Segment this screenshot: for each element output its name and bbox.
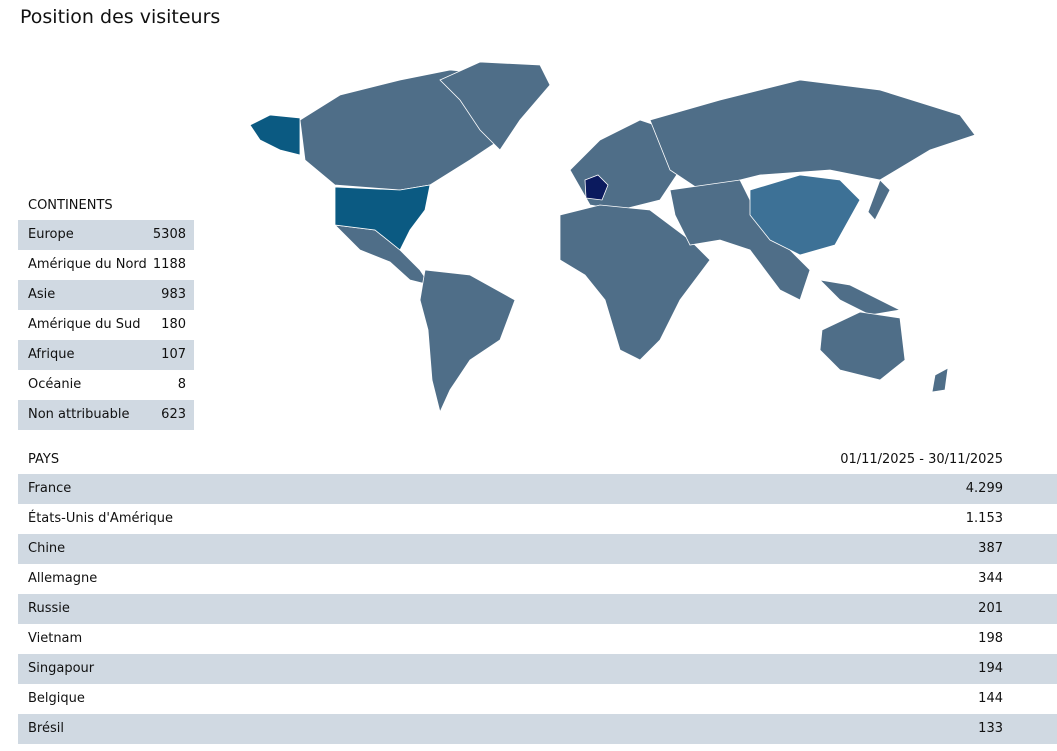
country-row: Belgique 144 bbox=[18, 684, 1057, 714]
country-row: États-Unis d'Amérique 1.153 bbox=[18, 504, 1057, 534]
map-africa bbox=[559, 204, 711, 361]
continent-row: Amérique du Sud 180 bbox=[18, 310, 194, 340]
country-row: Chine 387 bbox=[18, 534, 1057, 564]
continent-row-value: 5308 bbox=[152, 227, 186, 242]
map-new-zealand bbox=[931, 367, 949, 393]
country-row-label: Belgique bbox=[28, 691, 85, 706]
map-france bbox=[584, 174, 609, 201]
world-map[interactable] bbox=[240, 50, 990, 420]
country-row-value: 387 bbox=[978, 541, 1003, 556]
country-row-label: Vietnam bbox=[28, 631, 83, 646]
country-row-value: 194 bbox=[978, 661, 1003, 676]
date-range: 01/11/2025 - 30/11/2025 bbox=[840, 452, 1003, 467]
map-australia bbox=[819, 311, 906, 381]
continent-row-label: Asie bbox=[28, 287, 56, 302]
continent-row-value: 623 bbox=[161, 407, 186, 422]
country-row-value: 133 bbox=[978, 721, 1003, 736]
continent-row: Océanie 8 bbox=[18, 370, 194, 400]
country-row-label: Chine bbox=[28, 541, 66, 556]
map-south-america bbox=[419, 269, 516, 414]
continent-row: Europe 5308 bbox=[18, 220, 194, 250]
country-row: Russie 201 bbox=[18, 594, 1057, 624]
country-row: Vietnam 198 bbox=[18, 624, 1057, 654]
continent-row: Afrique 107 bbox=[18, 340, 194, 370]
map-china bbox=[749, 174, 861, 256]
continents-header: CONTINENTS bbox=[28, 198, 113, 213]
country-row: Allemagne 344 bbox=[18, 564, 1057, 594]
country-row-label: Russie bbox=[28, 601, 70, 616]
continent-row-value: 1188 bbox=[152, 257, 186, 272]
countries-table: PAYS 01/11/2025 - 30/11/2025 France 4.299… bbox=[18, 446, 1057, 744]
map-se-asia bbox=[818, 279, 902, 316]
country-row-value: 144 bbox=[978, 691, 1003, 706]
page-title: Position des visiteurs bbox=[20, 6, 221, 28]
continent-row-value: 180 bbox=[161, 317, 186, 332]
map-greenland bbox=[439, 61, 551, 151]
country-row-label: Brésil bbox=[28, 721, 64, 736]
country-row-label: France bbox=[28, 481, 72, 496]
map-japan bbox=[867, 179, 891, 221]
country-row-value: 1.153 bbox=[965, 511, 1003, 526]
continent-row-label: Amérique du Nord bbox=[28, 257, 147, 272]
country-row-label: Singapour bbox=[28, 661, 95, 676]
continent-row: Non attribuable 623 bbox=[18, 400, 194, 430]
country-row-label: Allemagne bbox=[28, 571, 98, 586]
continent-row: Asie 983 bbox=[18, 280, 194, 310]
country-row: Brésil 133 bbox=[18, 714, 1057, 744]
country-row: Singapour 194 bbox=[18, 654, 1057, 684]
continent-row-label: Amérique du Sud bbox=[28, 317, 141, 332]
country-row: France 4.299 bbox=[18, 474, 1057, 504]
continent-row-value: 8 bbox=[177, 377, 186, 392]
continent-row: Amérique du Nord 1188 bbox=[18, 250, 194, 280]
continent-row-value: 107 bbox=[161, 347, 186, 362]
map-russia bbox=[649, 79, 976, 191]
continent-row-label: Europe bbox=[28, 227, 74, 242]
country-row-value: 198 bbox=[978, 631, 1003, 646]
continent-row-value: 983 bbox=[161, 287, 186, 302]
country-row-value: 201 bbox=[978, 601, 1003, 616]
countries-header: PAYS 01/11/2025 - 30/11/2025 bbox=[18, 446, 1057, 474]
continent-row-label: Non attribuable bbox=[28, 407, 130, 422]
map-alaska bbox=[249, 114, 301, 156]
country-row-label: États-Unis d'Amérique bbox=[28, 511, 173, 526]
continents-table: CONTINENTS Europe 5308 Amérique du Nord 118… bbox=[18, 196, 194, 430]
countries-title: PAYS bbox=[28, 452, 60, 467]
continent-row-label: Afrique bbox=[28, 347, 75, 362]
country-row-value: 344 bbox=[978, 571, 1003, 586]
continent-row-label: Océanie bbox=[28, 377, 82, 392]
country-row-value: 4.299 bbox=[965, 481, 1003, 496]
map-usa bbox=[334, 184, 431, 251]
